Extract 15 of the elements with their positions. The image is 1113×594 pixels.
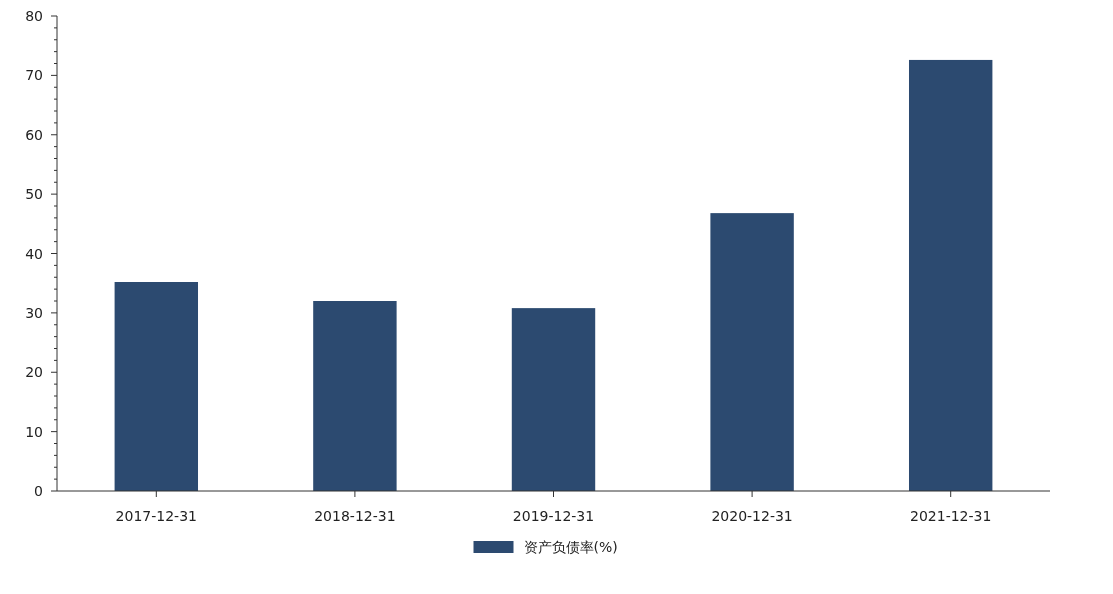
y-tick-label: 30 [25,304,43,321]
x-tick-label: 2021-12-31 [910,508,992,524]
y-tick-label: 0 [34,483,43,499]
x-tick-label: 2017-12-31 [115,508,197,524]
x-tick-label: 2019-12-31 [512,508,595,524]
y-tick-label: 70 [25,67,43,84]
y-tick-label: 40 [25,245,43,262]
y-tick-label: 20 [25,364,43,381]
y-tick-label: 60 [25,126,43,143]
x-tick-label: 2018-12-31 [314,508,396,524]
legend-label: 资产负债率(%) [523,539,618,555]
x-tick-label: 2020-12-31 [711,508,793,524]
y-tick-label: 10 [25,423,43,440]
y-tick-label: 50 [25,186,43,203]
y-tick-label: 80 [25,8,43,24]
